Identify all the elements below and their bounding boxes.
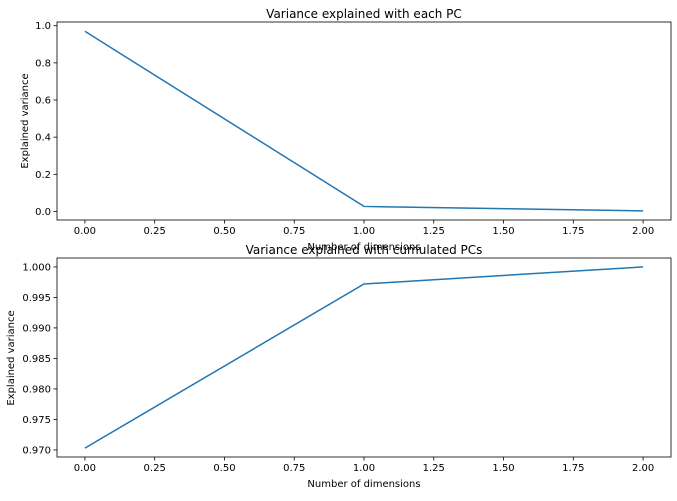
y-tick-label: 0.970	[22, 445, 51, 456]
x-tick-label: 1.75	[562, 463, 584, 474]
x-tick-label: 1.00	[353, 226, 375, 237]
chart-title: Variance explained with cumulated PCs	[246, 243, 483, 257]
x-tick-label: 1.50	[492, 226, 514, 237]
x-tick-label: 0.50	[213, 226, 235, 237]
x-tick-label: 0.25	[144, 463, 166, 474]
x-axis-label: Number of dimensions	[307, 479, 420, 490]
x-tick-label: 1.25	[423, 226, 445, 237]
x-tick-label: 0.75	[283, 226, 305, 237]
y-axis-label: Explained variance	[20, 73, 31, 168]
x-tick-label: 0.00	[74, 226, 96, 237]
y-tick-label: 0.975	[22, 415, 51, 426]
x-tick-label: 0.00	[74, 463, 96, 474]
x-tick-label: 0.50	[213, 463, 235, 474]
y-tick-label: 1.000	[22, 262, 51, 273]
y-tick-label: 1.0	[35, 21, 51, 32]
x-tick-label: 2.00	[632, 463, 654, 474]
x-tick-label: 1.25	[423, 463, 445, 474]
y-axis-label: Explained variance	[6, 310, 17, 405]
x-tick-label: 0.25	[144, 226, 166, 237]
chart-title: Variance explained with each PC	[266, 7, 462, 21]
y-tick-label: 0.985	[22, 354, 51, 365]
x-tick-label: 0.75	[283, 463, 305, 474]
x-tick-label: 1.00	[353, 463, 375, 474]
y-tick-label: 0.8	[35, 58, 51, 69]
y-tick-label: 0.2	[35, 170, 51, 181]
y-tick-label: 0.6	[35, 96, 51, 107]
y-tick-label: 0.4	[35, 133, 51, 144]
x-tick-label: 2.00	[632, 226, 654, 237]
x-tick-label: 1.50	[492, 463, 514, 474]
y-tick-label: 0.980	[22, 384, 51, 395]
y-tick-label: 0.995	[22, 293, 51, 304]
y-tick-label: 0.990	[22, 323, 51, 334]
y-tick-label: 0.0	[35, 207, 51, 218]
x-tick-label: 1.75	[562, 226, 584, 237]
